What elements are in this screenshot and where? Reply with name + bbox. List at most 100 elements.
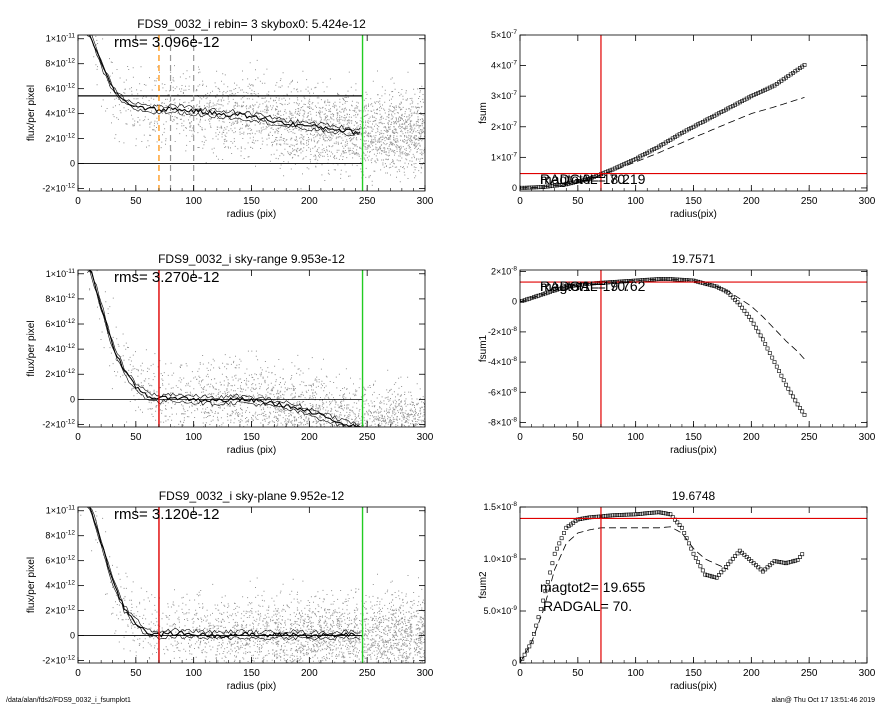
fsum-point [696, 122, 701, 127]
fsum-point [774, 364, 779, 369]
fsum-point [719, 570, 724, 575]
fsum-point [649, 510, 654, 515]
fsum-point [705, 117, 710, 122]
fsum-point [545, 579, 550, 584]
fsum-dashed-line [520, 97, 805, 189]
fsum-point [781, 378, 786, 383]
magtot-label: magtot2= 19.655 [540, 579, 646, 595]
fsum-point [749, 94, 754, 99]
fsum-point [714, 112, 719, 117]
x-axis-label: radius(pix) [670, 681, 717, 692]
fsum-point [619, 512, 624, 517]
x-tick-label: 100 [627, 196, 644, 207]
y-tick-label: 1×10-7 [491, 151, 517, 162]
fsum-point [612, 166, 617, 171]
fsum-point [705, 573, 710, 578]
fsum-point [548, 289, 553, 294]
fsum-point [784, 561, 788, 566]
fsum-point [726, 562, 731, 567]
x-tick-label: 100 [185, 196, 202, 207]
y-tick-label: 5×10-7 [491, 29, 517, 40]
fsum-point [589, 175, 594, 180]
fsum-point [754, 325, 758, 330]
fsum-point [710, 115, 714, 119]
chart-title: 19.7571 [672, 252, 716, 266]
x-axis-label: radius (pix) [227, 445, 276, 456]
fsum-point [640, 153, 645, 158]
fsum-point [714, 575, 719, 580]
fsum-point [527, 644, 532, 649]
fsum-point [726, 106, 731, 111]
fsum-point [795, 558, 800, 562]
fsum-point [601, 280, 606, 285]
y-tick-label: -2×10-12 [42, 418, 75, 429]
fsum-point [756, 329, 761, 334]
fsum-point [742, 552, 747, 557]
x-tick-label: 200 [301, 196, 318, 207]
fsum-point [712, 575, 717, 580]
y-tick-label: 8×10-12 [45, 293, 75, 304]
fsum-point [721, 288, 726, 293]
profile-line-2 [87, 35, 361, 131]
fsum-point [770, 84, 775, 89]
fsum-point [608, 168, 613, 173]
fsum-point [624, 161, 629, 166]
y-tick-label: 0 [512, 297, 517, 307]
fsum-point [742, 308, 747, 313]
y-tick-label: 6×10-12 [45, 555, 75, 566]
fsum-point [631, 158, 636, 162]
x-tick-label: 0 [517, 432, 523, 443]
y-axis-label: fsum1 [478, 334, 489, 362]
rms-annotation: rms= 3.120e-12 [114, 506, 219, 523]
fsum-dashed-line [520, 278, 805, 360]
fsum-point [703, 118, 708, 123]
y-tick-label: 8×10-12 [45, 530, 75, 541]
fsum-point [765, 346, 770, 351]
fsum-point [679, 525, 684, 530]
fsum-point [582, 178, 587, 182]
y-tick-label: 3×10-7 [491, 90, 517, 101]
x-tick-label: 150 [685, 668, 702, 679]
fsum-point [760, 337, 765, 342]
x-axis-label: radius(pix) [670, 445, 717, 456]
fsum-point [802, 412, 807, 417]
fsum-point [740, 550, 745, 555]
y-tick-label: 0 [512, 658, 517, 668]
y-tick-label: -2×10-12 [42, 655, 75, 666]
profile-line-2 [87, 270, 361, 426]
fsum-point [751, 561, 756, 566]
fsum-point [626, 160, 631, 165]
plot-area-p6 [520, 507, 867, 663]
fsum-point [534, 294, 539, 299]
fsum-point [675, 520, 680, 525]
footer-timestamp: alan@ Thu Oct 17 13:51:46 2019 [771, 697, 876, 704]
fsum-point [531, 631, 536, 636]
x-tick-label: 250 [359, 196, 376, 207]
fsum-point [626, 512, 631, 517]
scatter-points [87, 270, 425, 427]
y-tick-label: 1.0×10-8 [483, 553, 517, 564]
x-tick-label: 50 [572, 432, 584, 443]
fsum-point [555, 287, 559, 292]
fsum-point [677, 523, 682, 528]
rms-annotation: rms= 3.096e-12 [114, 34, 219, 51]
fsum-point [719, 110, 724, 115]
fsum-point [763, 342, 768, 346]
fsum-point [629, 512, 633, 517]
fsum-point [636, 512, 640, 517]
fsum-point [730, 556, 735, 561]
x-tick-label: 250 [801, 196, 818, 207]
y-tick-label: 4×10-12 [45, 343, 75, 354]
fsum-point [686, 127, 691, 132]
fsum-point [737, 302, 742, 307]
fsum-point [740, 305, 745, 310]
y-tick-label: 2×10-12 [45, 605, 75, 616]
y-tick-label: 0 [70, 631, 75, 641]
fsum-point [770, 561, 775, 566]
fsum-point [747, 557, 751, 561]
fsum-point [751, 93, 756, 98]
y-tick-label: 4×10-12 [45, 108, 75, 119]
fsum-point [640, 511, 645, 516]
x-tick-label: 50 [130, 196, 142, 207]
fsum-point [654, 146, 659, 150]
